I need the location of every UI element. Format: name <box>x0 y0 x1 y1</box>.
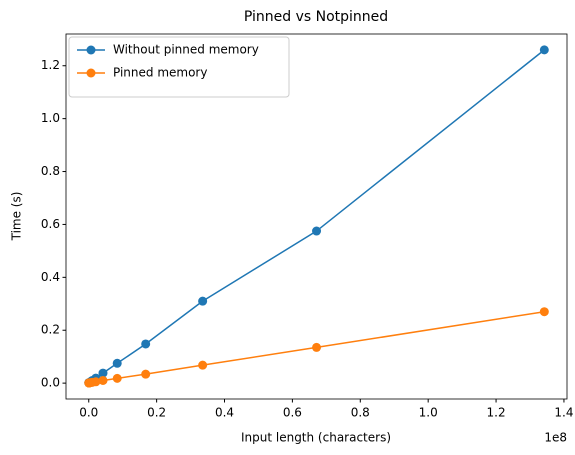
marker <box>198 360 208 370</box>
x-tick-label: 0.2 <box>147 406 166 420</box>
y-tick-label: 0.6 <box>41 217 60 231</box>
legend-marker <box>86 45 96 55</box>
y-tick-label: 0.0 <box>41 376 60 390</box>
chart-title: Pinned vs Notpinned <box>244 9 388 25</box>
legend-label: Pinned memory <box>113 66 207 80</box>
y-axis-label: Time (s) <box>10 192 24 242</box>
x-axis-label: Input length (characters) <box>241 431 391 445</box>
x-tick-label: 1.4 <box>554 406 573 420</box>
marker <box>112 373 122 383</box>
x-tick-label: 1.0 <box>419 406 438 420</box>
series-line <box>88 49 545 384</box>
legend-box <box>68 36 290 98</box>
marker <box>91 377 101 387</box>
y-tick-label: 0.8 <box>41 164 60 178</box>
x-tick-label: 1.2 <box>487 406 506 420</box>
y-tick-label: 1.0 <box>41 111 60 125</box>
marker <box>198 296 208 306</box>
marker <box>98 368 108 378</box>
marker <box>539 45 549 55</box>
marker <box>98 375 108 385</box>
marker <box>312 342 322 352</box>
plot-frame <box>65 33 568 400</box>
legend-marker <box>86 68 96 78</box>
x-tick-label: 0.4 <box>215 406 234 420</box>
x-tick-label: 0.0 <box>79 406 98 420</box>
marker <box>112 358 122 368</box>
marker <box>141 369 151 379</box>
x-tick-label: 0.8 <box>351 406 370 420</box>
x-tick-label: 0.6 <box>283 406 302 420</box>
y-tick-label: 1.2 <box>41 58 60 72</box>
y-tick-label: 0.4 <box>41 270 60 284</box>
marker <box>539 307 549 317</box>
x-offset-label: 1e8 <box>544 431 567 445</box>
marker <box>141 339 151 349</box>
legend-label: Without pinned memory <box>113 43 259 57</box>
marker <box>312 226 322 236</box>
y-tick-label: 0.2 <box>41 323 60 337</box>
